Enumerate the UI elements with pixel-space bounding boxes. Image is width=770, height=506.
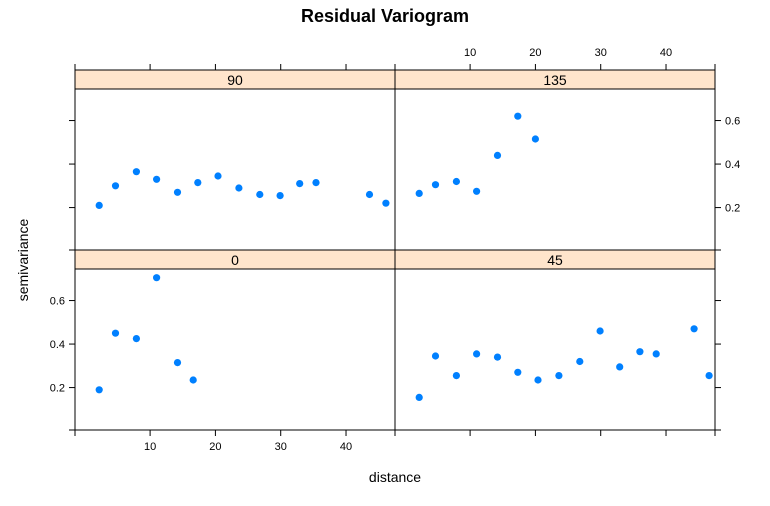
- panel-45-point: [636, 348, 644, 356]
- y-tick-label-right: 0.6: [725, 116, 740, 128]
- panel-135-point: [473, 187, 481, 195]
- x-tick-label-top: 20: [529, 47, 541, 59]
- panel-90-point: [111, 182, 120, 190]
- panel-135-strip: [395, 70, 715, 89]
- panel-135-point: [452, 177, 460, 186]
- panel-45-point: [705, 372, 713, 380]
- panel-135-point: [531, 135, 540, 143]
- panel-90-point: [173, 188, 182, 196]
- panel-0-point: [132, 335, 140, 343]
- y-tick-label-left: 0.4: [50, 339, 65, 351]
- panel-0-strip: [75, 250, 395, 269]
- x-tick-label-top: 30: [595, 47, 607, 59]
- panel-45-point: [555, 372, 563, 380]
- panel-90-point: [132, 168, 140, 176]
- panel-45-point: [690, 325, 698, 333]
- chart-title: Residual Variogram: [301, 6, 469, 26]
- panel-grid: 90 135 0 45 10 10 20 20 30 30 40 40 0.2 0.4 0.6 0.2 0.4 0…: [50, 47, 741, 453]
- panel-45-strip: [395, 250, 715, 269]
- panel-90-point: [194, 179, 202, 187]
- panel-135-point: [514, 112, 522, 120]
- panel-45-point: [652, 350, 660, 358]
- y-tick-label-right: 0.4: [725, 159, 740, 171]
- axes: 10 10 20 20 30 30 40 40 0.2 0.4 0.6 0.2 0.4 0.6: [50, 47, 741, 453]
- x-tick-label-bottom: 10: [144, 441, 156, 453]
- y-axis-label: semivariance: [15, 219, 31, 302]
- panel-45-point: [473, 350, 481, 358]
- panel-45-frame: [394, 249, 716, 431]
- panel-90-point: [296, 180, 304, 188]
- panel-135-point: [431, 181, 440, 189]
- y-tick-label-right: 0.2: [725, 203, 740, 215]
- panel-0-strip-label: 0: [231, 252, 239, 268]
- panel-45-point: [452, 372, 460, 380]
- panel-45-point: [514, 368, 522, 376]
- panel-0: 0: [74, 249, 396, 431]
- panel-90-point: [276, 192, 284, 200]
- y-tick-label-left: 0.6: [50, 296, 65, 308]
- panel-0-point: [111, 329, 120, 337]
- panel-45-strip-label: 45: [547, 252, 563, 268]
- x-tick-label-bottom: 40: [340, 441, 352, 453]
- panel-45-point: [415, 393, 423, 401]
- panel-135: 135: [394, 69, 716, 251]
- panel-0-point: [95, 386, 103, 394]
- x-axis-label: distance: [369, 469, 421, 485]
- panel-135-point: [493, 151, 502, 159]
- panel-45-point: [576, 357, 584, 366]
- panel-0-point: [189, 376, 197, 384]
- panel-90-point: [312, 179, 320, 187]
- panel-90-point: [95, 201, 103, 209]
- panel-90-strip-label: 90: [227, 72, 243, 88]
- panel-90-point: [382, 199, 390, 207]
- panel-0-point: [173, 359, 182, 367]
- panel-90-point: [256, 190, 264, 199]
- x-tick-label-bottom: 30: [275, 441, 287, 453]
- panel-135-frame: [394, 69, 716, 251]
- panel-0-point: [153, 274, 161, 282]
- panel-45-point: [431, 352, 440, 360]
- panel-45: 45: [394, 249, 716, 431]
- panel-90-point: [365, 190, 374, 199]
- panel-45-point: [596, 327, 604, 335]
- x-tick-label-top: 40: [660, 47, 672, 59]
- panel-90-strip: [75, 70, 395, 89]
- x-tick-label-top: 10: [464, 47, 476, 59]
- panel-90-point: [235, 184, 243, 192]
- panel-0-frame: [74, 249, 396, 431]
- y-tick-label-left: 0.2: [50, 383, 65, 395]
- panel-45-point: [534, 376, 542, 384]
- panel-45-point: [616, 363, 624, 371]
- panel-135-strip-label: 135: [543, 72, 567, 88]
- panel-90-point: [153, 175, 161, 183]
- panel-45-point: [493, 353, 502, 361]
- panel-135-point: [415, 189, 423, 197]
- x-tick-label-bottom: 20: [209, 441, 221, 453]
- panel-90: 90: [74, 69, 396, 251]
- panel-90-point: [214, 172, 222, 180]
- panel-90-frame: [74, 69, 396, 251]
